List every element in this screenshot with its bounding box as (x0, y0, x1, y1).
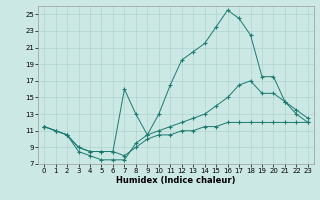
X-axis label: Humidex (Indice chaleur): Humidex (Indice chaleur) (116, 176, 236, 185)
